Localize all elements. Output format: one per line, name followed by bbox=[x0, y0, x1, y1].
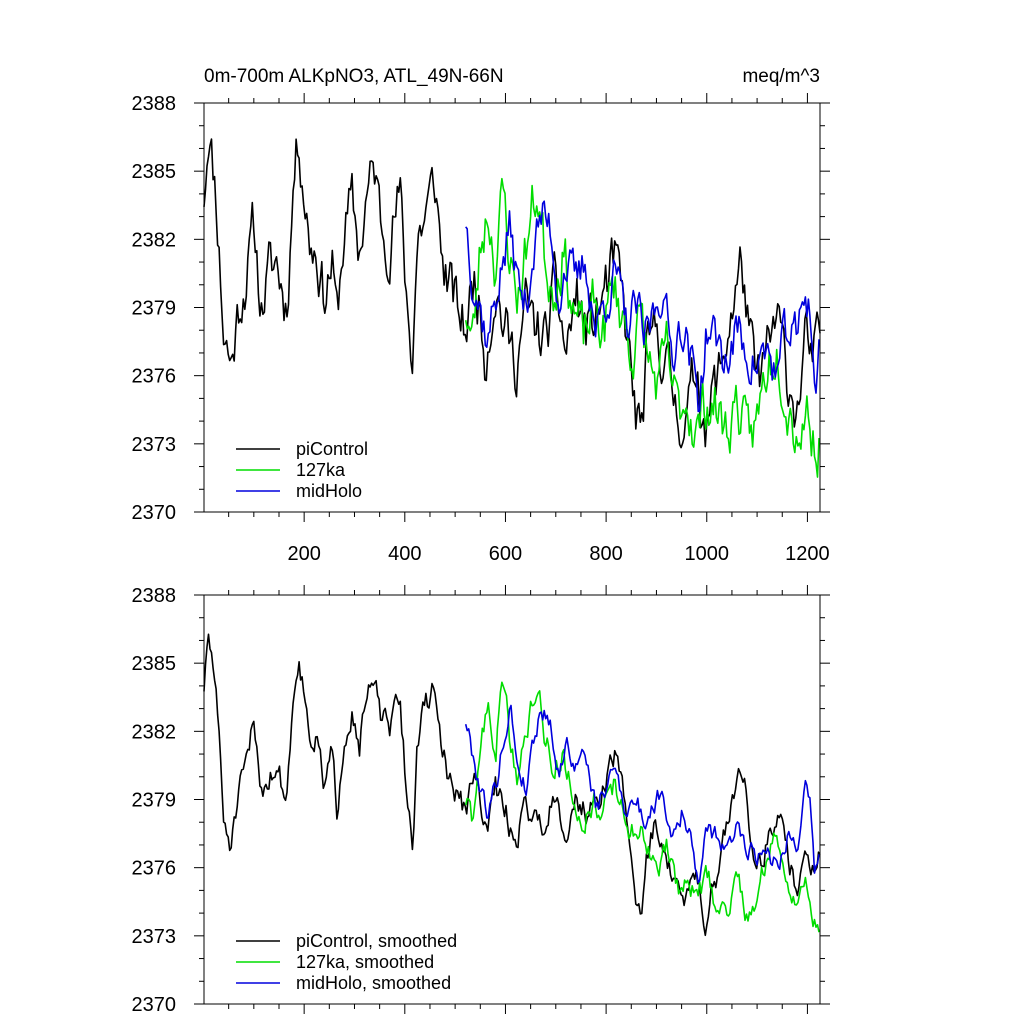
y-tick-label: 2370 bbox=[132, 994, 177, 1016]
x-tick-label: 1000 bbox=[685, 543, 730, 565]
y-tick-label: 2388 bbox=[132, 585, 177, 607]
series-line-midholo-smoothed bbox=[464, 704, 820, 884]
series-line-picontrol-smoothed bbox=[203, 633, 821, 937]
series-line-127ka-smoothed bbox=[464, 681, 820, 933]
y-tick-label: 2382 bbox=[132, 721, 177, 743]
x-tick-label: 200 bbox=[287, 543, 320, 565]
y-tick-label: 2385 bbox=[132, 653, 177, 675]
x-tick-label: 600 bbox=[489, 543, 522, 565]
y-tick-label: 2373 bbox=[132, 926, 177, 948]
legend-label: midHolo, smoothed bbox=[296, 973, 451, 993]
x-tick-label: 1200 bbox=[785, 543, 830, 565]
y-tick-label: 2379 bbox=[132, 298, 177, 320]
top-panel: 0m-700m ALKpNO3, ATL_49N-66N meq/m^3 237… bbox=[132, 66, 830, 565]
y-tick-label: 2379 bbox=[132, 790, 177, 812]
chart-title: 0m-700m ALKpNO3, ATL_49N-66N bbox=[204, 66, 504, 87]
legend-label: 127ka, smoothed bbox=[296, 952, 434, 972]
top-tick-layer: 2370 2373 2376 2379 2382 2385 2388 200 400 600 800… bbox=[132, 93, 830, 565]
units-label: meq/m^3 bbox=[742, 66, 820, 87]
y-tick-label: 2376 bbox=[132, 366, 177, 388]
legend-label: 127ka bbox=[296, 460, 346, 480]
bottom-tick-layer: 2370 2373 2376 2379 2382 2385 2388 bbox=[132, 585, 830, 1016]
series-line-midholo bbox=[465, 200, 820, 413]
legend-label: midHolo bbox=[296, 481, 362, 501]
x-tick-label: 400 bbox=[388, 543, 421, 565]
y-tick-label: 2376 bbox=[132, 858, 177, 880]
series-line-picontrol bbox=[203, 138, 821, 449]
y-tick-label: 2388 bbox=[132, 93, 177, 115]
bottom-series-layer bbox=[203, 633, 821, 937]
legend-label: piControl bbox=[296, 439, 368, 459]
series-line-127ka bbox=[464, 177, 820, 478]
y-tick-label: 2385 bbox=[132, 161, 177, 183]
x-tick-label: 800 bbox=[589, 543, 622, 565]
top-series-layer bbox=[203, 138, 821, 478]
legend-label: piControl, smoothed bbox=[296, 931, 457, 951]
y-tick-label: 2373 bbox=[132, 434, 177, 456]
y-tick-label: 2370 bbox=[132, 502, 177, 524]
y-tick-label: 2382 bbox=[132, 229, 177, 251]
bottom-panel: 2370 2373 2376 2379 2382 2385 2388 piControl, … bbox=[132, 585, 830, 1016]
